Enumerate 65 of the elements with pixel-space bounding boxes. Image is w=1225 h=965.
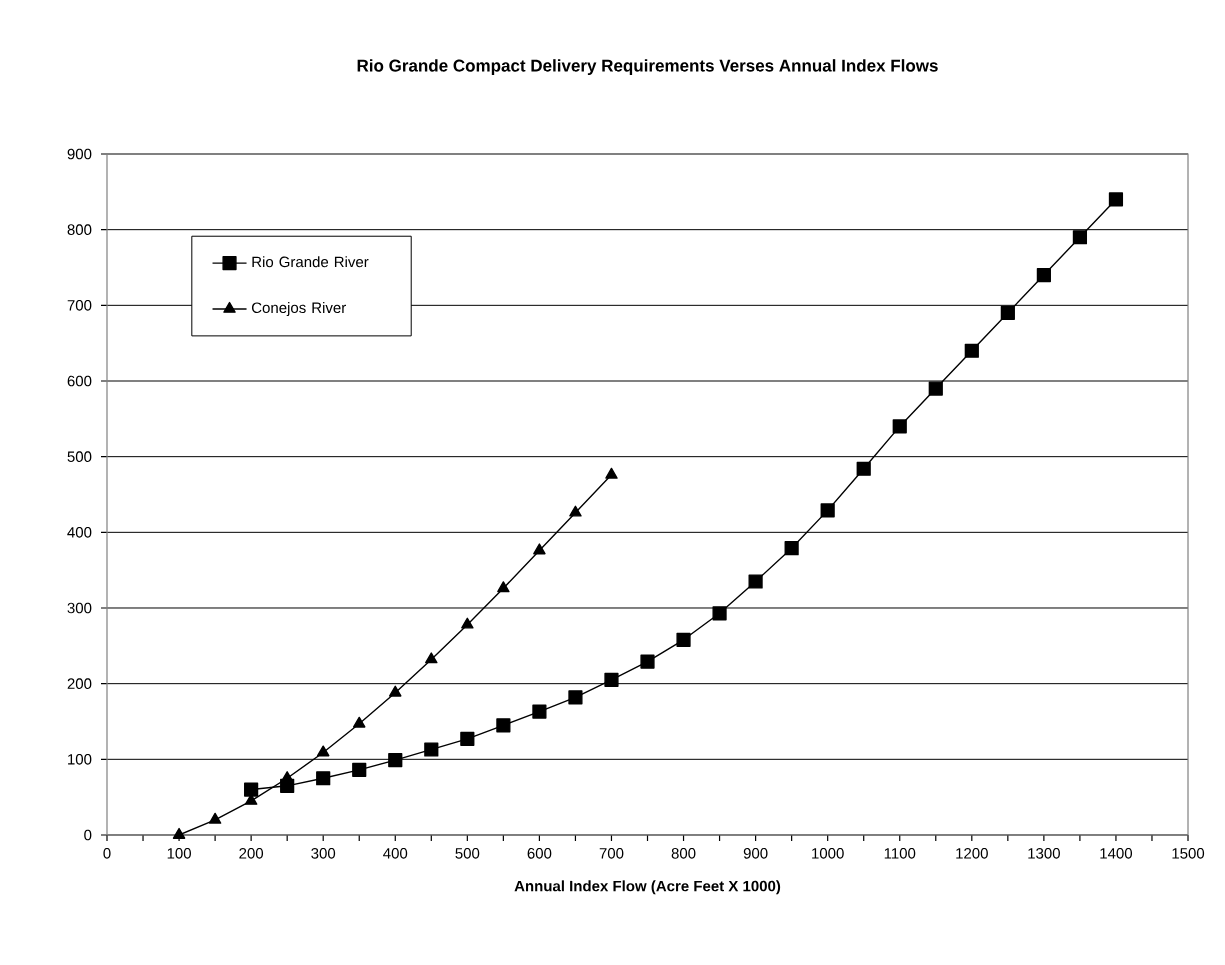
x-axis-title: Annual Index Flow (Acre Feet X 1000)	[514, 880, 781, 895]
point	[497, 581, 510, 593]
y-tick-label: 200	[67, 678, 92, 689]
point	[1072, 230, 1088, 245]
legend-label: Rio Grande River	[252, 256, 369, 268]
point	[1036, 267, 1051, 283]
point	[892, 419, 907, 434]
x-tick-label: 1100	[884, 848, 916, 859]
point	[244, 782, 259, 797]
y-tick-label: 900	[67, 148, 92, 160]
point	[460, 731, 475, 746]
point	[784, 541, 799, 556]
y-tick-label: 300	[67, 602, 92, 614]
x-tick-label: 500	[455, 848, 480, 859]
point	[568, 690, 583, 705]
point	[712, 606, 727, 621]
point	[748, 574, 763, 589]
x-tick-label: 700	[599, 848, 624, 859]
point	[352, 762, 367, 778]
x-tick-label: 100	[167, 848, 191, 859]
x-tick-label: 1000	[812, 848, 844, 859]
x-tick-label: 1300	[1028, 848, 1060, 859]
point	[532, 704, 547, 719]
y-tick-label: 0	[84, 829, 92, 841]
point	[172, 827, 186, 839]
point	[388, 752, 403, 768]
x-tick-label: 800	[671, 848, 696, 859]
point	[820, 503, 835, 518]
point	[425, 652, 438, 664]
y-tick-label: 800	[67, 224, 92, 235]
point	[1108, 192, 1124, 207]
point	[604, 672, 619, 687]
point	[640, 654, 655, 669]
y-tick-label: 100	[68, 754, 92, 765]
point	[496, 718, 511, 733]
y-tick-label: 400	[67, 527, 92, 538]
point	[316, 745, 330, 757]
chart-title: Rio Grande Compact Delivery Requirements Verses Annual Index Flows	[357, 59, 938, 76]
y-tick-label: 700	[67, 300, 92, 311]
legend-label: Conejos River	[251, 302, 346, 317]
x-tick-label: 200	[239, 848, 264, 859]
point	[676, 632, 691, 647]
point	[569, 505, 582, 517]
point	[605, 467, 618, 479]
point	[964, 343, 979, 358]
point	[1000, 305, 1015, 320]
point	[533, 543, 546, 555]
x-tick-label: 400	[383, 848, 408, 859]
y-tick-label: 500	[67, 451, 92, 462]
x-tick-label: 1200	[956, 848, 988, 859]
x-tick-label: 1400	[1100, 848, 1133, 859]
point	[461, 617, 474, 629]
x-tick-label: 900	[743, 848, 768, 859]
point	[424, 742, 439, 757]
x-tick-label: 600	[527, 848, 552, 859]
x-tick-label: 300	[311, 848, 336, 859]
x-tick-label: 0	[103, 848, 111, 859]
point	[316, 771, 331, 786]
point	[353, 716, 366, 728]
point	[389, 685, 402, 697]
point	[208, 812, 222, 824]
x-tick-label: 1500	[1172, 848, 1205, 859]
point	[856, 461, 871, 476]
y-tick-label: 600	[67, 375, 92, 387]
point	[928, 381, 943, 396]
